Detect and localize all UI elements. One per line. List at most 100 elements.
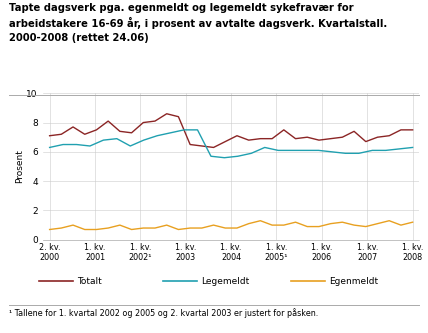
Totalt: [363, 140, 369, 144]
Totalt: [351, 129, 357, 133]
Totalt: [316, 138, 321, 142]
Legemeldt: [155, 134, 160, 138]
Legemeldt: [101, 138, 106, 142]
Totalt: [270, 137, 275, 141]
Egenmeldt: [47, 227, 52, 231]
Line: Totalt: Totalt: [50, 114, 413, 148]
Text: ¹ Tallene for 1. kvartal 2002 og 2005 og 2. kvartal 2003 er justert for påsken.: ¹ Tallene for 1. kvartal 2002 og 2005 og…: [9, 308, 318, 318]
Legemeldt: [222, 156, 227, 160]
Legemeldt: [195, 128, 200, 132]
Totalt: [258, 137, 263, 141]
Legemeldt: [128, 144, 133, 148]
Egenmeldt: [71, 223, 76, 227]
Legemeldt: [303, 149, 308, 153]
Egenmeldt: [375, 222, 380, 226]
Egenmeldt: [258, 219, 263, 223]
Egenmeldt: [211, 223, 216, 227]
Totalt: [199, 144, 205, 148]
Line: Egenmeldt: Egenmeldt: [50, 221, 413, 229]
Legemeldt: [289, 149, 294, 153]
Totalt: [129, 131, 134, 135]
Egenmeldt: [351, 223, 357, 227]
Legemeldt: [235, 154, 241, 158]
Egenmeldt: [106, 226, 111, 230]
Egenmeldt: [129, 227, 134, 231]
Legemeldt: [141, 138, 146, 142]
Totalt: [305, 135, 310, 139]
Legemeldt: [114, 137, 119, 141]
Egenmeldt: [141, 226, 146, 230]
Y-axis label: Prosent: Prosent: [15, 150, 24, 183]
Egenmeldt: [340, 220, 345, 224]
Legemeldt: [276, 149, 281, 153]
Totalt: [340, 135, 345, 139]
Egenmeldt: [328, 222, 333, 226]
Totalt: [211, 146, 216, 150]
Totalt: [375, 135, 380, 139]
Legemeldt: [249, 151, 254, 155]
Totalt: [47, 134, 52, 138]
Legemeldt: [87, 144, 92, 148]
Legemeldt: [208, 154, 214, 158]
Totalt: [176, 115, 181, 119]
Egenmeldt: [316, 224, 321, 228]
Egenmeldt: [235, 226, 240, 230]
Totalt: [106, 119, 111, 123]
Totalt: [235, 134, 240, 138]
Legemeldt: [330, 150, 335, 154]
Text: Egenmeldt: Egenmeldt: [330, 277, 379, 286]
Egenmeldt: [281, 223, 286, 227]
Egenmeldt: [410, 220, 415, 224]
Egenmeldt: [94, 227, 99, 231]
Legemeldt: [356, 151, 361, 155]
Legemeldt: [397, 147, 402, 151]
Totalt: [410, 128, 415, 132]
Totalt: [293, 137, 298, 141]
Egenmeldt: [246, 222, 251, 226]
Legemeldt: [410, 146, 415, 150]
Totalt: [117, 129, 122, 133]
Legemeldt: [316, 149, 321, 153]
Totalt: [152, 119, 158, 123]
Egenmeldt: [270, 223, 275, 227]
Line: Legemeldt: Legemeldt: [50, 130, 413, 158]
Egenmeldt: [223, 226, 228, 230]
Egenmeldt: [176, 227, 181, 231]
Totalt: [281, 128, 286, 132]
Totalt: [141, 121, 146, 125]
Totalt: [386, 134, 392, 138]
Text: Tapte dagsverk pga. egenmeldt og legemeldt sykefravær for
arbeidstakere 16-69 år: Tapte dagsverk pga. egenmeldt og legemel…: [9, 3, 387, 43]
Totalt: [82, 132, 87, 136]
Text: Totalt: Totalt: [77, 277, 102, 286]
Egenmeldt: [293, 220, 298, 224]
Legemeldt: [168, 131, 173, 135]
Legemeldt: [47, 146, 52, 150]
Legemeldt: [262, 146, 268, 150]
Legemeldt: [343, 151, 348, 155]
Totalt: [71, 125, 76, 129]
Legemeldt: [181, 128, 187, 132]
Text: Legemeldt: Legemeldt: [201, 277, 250, 286]
Totalt: [164, 112, 169, 116]
Egenmeldt: [199, 226, 205, 230]
Totalt: [59, 132, 64, 136]
Egenmeldt: [363, 224, 369, 228]
Totalt: [187, 143, 193, 147]
Totalt: [94, 128, 99, 132]
Egenmeldt: [59, 226, 64, 230]
Egenmeldt: [117, 223, 122, 227]
Egenmeldt: [187, 226, 193, 230]
Egenmeldt: [398, 223, 404, 227]
Legemeldt: [370, 149, 375, 153]
Totalt: [223, 140, 228, 144]
Egenmeldt: [82, 227, 87, 231]
Totalt: [398, 128, 404, 132]
Totalt: [246, 138, 251, 142]
Egenmeldt: [164, 223, 169, 227]
Legemeldt: [60, 143, 65, 147]
Legemeldt: [383, 149, 388, 153]
Totalt: [328, 137, 333, 141]
Egenmeldt: [305, 224, 310, 228]
Egenmeldt: [386, 219, 392, 223]
Legemeldt: [74, 143, 79, 147]
